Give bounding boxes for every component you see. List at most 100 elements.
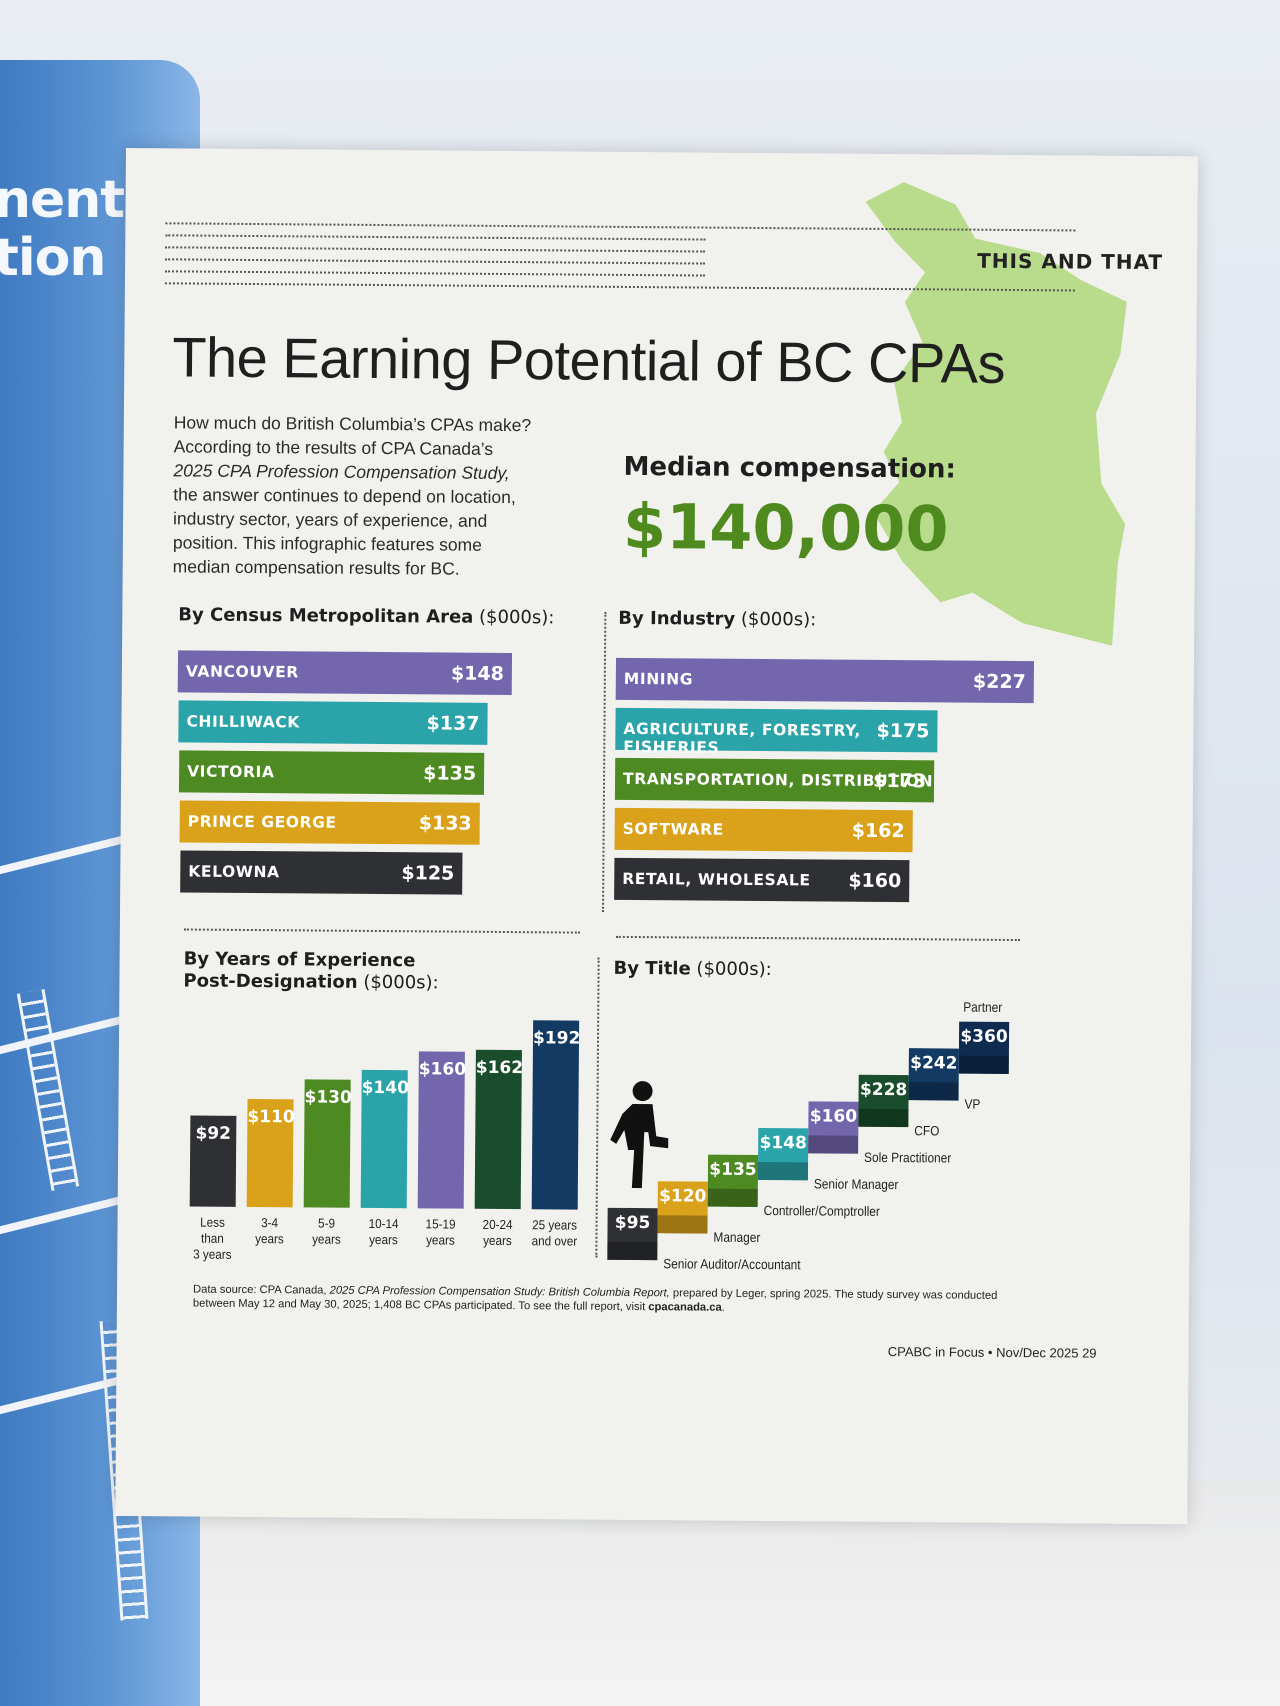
step-value: $360	[960, 1026, 1008, 1047]
x-label-line: years	[255, 1231, 284, 1247]
header-rule	[165, 246, 706, 253]
x-label-line: years	[426, 1232, 455, 1248]
header-rule	[165, 234, 706, 241]
intro-line: According to the results of CPA Canada’s	[173, 436, 494, 459]
x-axis-label: Less than 3 years	[187, 1215, 238, 1263]
median-label: Median compensation:	[623, 451, 957, 485]
footnote-report-title: 2025 CPA Profession Compensation Study: …	[329, 1284, 670, 1300]
magazine-page: THIS AND THAT The Earning Potential of B…	[115, 148, 1198, 1525]
intro-line: How much do British Columbia’s CPAs make…	[173, 412, 532, 436]
facing-page-text: tion	[0, 228, 106, 288]
step-value: $242	[910, 1053, 958, 1074]
ladder-illustration	[16, 989, 80, 1191]
step-title-label: Sole Practitioner	[864, 1149, 952, 1166]
footnote-link[interactable]: cpacanada.ca	[648, 1301, 722, 1314]
step-manager: $120	[657, 1181, 708, 1234]
step-value: $228	[859, 1079, 908, 1101]
hbar-retail-wholesale: RETAIL, WHOLESALE $160	[614, 857, 910, 903]
bar-value: $192	[532, 1028, 581, 1049]
bar-value: $160	[848, 869, 902, 893]
facing-page-text: nent	[0, 170, 125, 230]
intro-line: position. This infographic features some	[172, 532, 482, 555]
hbar-mining: MINING $227	[615, 657, 1034, 704]
x-label-line: 15-19	[425, 1216, 456, 1232]
step-title-label: CFO	[914, 1123, 940, 1139]
years-title-bold: By Years of Experience	[183, 948, 416, 972]
x-label-line: and over	[531, 1233, 578, 1249]
hbar-vancouver: VANCOUVER $148	[177, 650, 513, 696]
column-divider	[602, 611, 607, 912]
bar-value: $125	[401, 862, 455, 885]
bar-value: $137	[426, 712, 480, 735]
hbar-transportation-distribution: TRANSPORTATION, DISTRIBUTION $173	[614, 757, 935, 803]
step-value: $120	[659, 1186, 707, 1207]
bar-label: KELOWNA	[188, 862, 280, 882]
bar-value: $135	[423, 762, 477, 785]
illustration-shelf	[0, 833, 130, 875]
illustration-shelf	[0, 1013, 130, 1055]
column-divider	[595, 957, 600, 1258]
illustration-shelf	[0, 1193, 130, 1235]
step-senior-auditor-accountant: $95	[607, 1207, 658, 1261]
vbar-years-4: $160	[417, 1051, 467, 1209]
industry-title-bold: By Industry	[618, 607, 736, 630]
median-value: $140,000	[622, 489, 949, 566]
vbar-years-3: $140	[360, 1069, 410, 1209]
hbar-prince-george: PRINCE GEORGE $133	[179, 800, 480, 845]
x-label-line: 25 years	[532, 1217, 578, 1233]
step-controller-comptroller: $135	[707, 1154, 759, 1207]
header-rule	[165, 258, 706, 265]
cma-chart-title: By Census Metropolitan Area ($000s):	[178, 604, 554, 628]
step-value: $160	[809, 1106, 858, 1127]
bar-label: SOFTWARE	[622, 819, 724, 839]
x-axis-label: 3-4 years	[244, 1215, 295, 1247]
hbar-chilliwack: CHILLIWACK $137	[178, 700, 488, 745]
bar-label: VICTORIA	[187, 762, 275, 782]
intro-line: median compensation results for BC.	[172, 556, 460, 579]
step-title-label: Senior Manager	[813, 1176, 899, 1193]
bar-value: $133	[418, 812, 472, 835]
bar-value: $160	[418, 1059, 467, 1080]
step-title-label: Controller/Comptroller	[763, 1203, 880, 1219]
bar-label: CHILLIWACK	[186, 712, 300, 732]
map-shape	[865, 182, 1127, 646]
step-senior-manager: $148	[757, 1127, 809, 1181]
bar-value: $92	[195, 1123, 232, 1144]
x-axis-label: 15-19 years	[415, 1216, 466, 1248]
bar-value: $110	[247, 1106, 295, 1128]
section-rule	[183, 928, 580, 934]
x-label-line: 20-24	[482, 1216, 513, 1233]
x-label-line: 10-14	[368, 1215, 399, 1232]
bar-value: $148	[450, 662, 504, 685]
x-axis-label: 10-14 years	[358, 1216, 409, 1248]
hbar-agriculture-forestry-fisheries: AGRICULTURE, FORESTRY, FISHERIES $175	[615, 707, 938, 757]
vbar-years-6: $192	[531, 1020, 581, 1210]
bar-value: $140	[361, 1077, 410, 1099]
bar-label: RETAIL, WHOLESALE	[622, 869, 811, 890]
footnote-lead: Data source: CPA Canada,	[192, 1283, 327, 1297]
section-tag: THIS AND THAT	[977, 248, 1164, 275]
x-label-line: years	[312, 1231, 341, 1247]
bar-label: VANCOUVER	[185, 662, 299, 682]
bar-value: $130	[304, 1087, 352, 1108]
intro-line: 2025 CPA Profession Compensation Study,	[173, 458, 613, 485]
bar-value: $162	[851, 819, 905, 843]
x-label-line: years	[369, 1231, 398, 1248]
bc-map-silhouette	[865, 182, 1127, 646]
bar-label: PRINCE GEORGE	[187, 812, 337, 832]
x-axis-label: 20-24 years	[472, 1217, 523, 1249]
vbar-years-0: $92	[189, 1115, 237, 1207]
industry-chart-title: By Industry ($000s):	[618, 608, 816, 631]
vbar-years-5: $162	[474, 1049, 524, 1210]
title-chart-title-unit: ($000s):	[696, 958, 772, 981]
step-title-label: Senior Auditor/Accountant	[663, 1256, 801, 1273]
years-title-bold: Post-Designation	[183, 970, 358, 993]
bar-value: $175	[876, 719, 930, 743]
title-chart-title-bold: By Title	[613, 957, 691, 980]
bar-value: $162	[475, 1057, 524, 1079]
step-value: $135	[709, 1159, 757, 1180]
x-label-line: Less than	[200, 1214, 225, 1246]
intro-line: industry sector, years of experience, an…	[173, 508, 488, 531]
climbing-person-icon	[610, 1081, 669, 1189]
step-partner: $360	[958, 1021, 1010, 1074]
